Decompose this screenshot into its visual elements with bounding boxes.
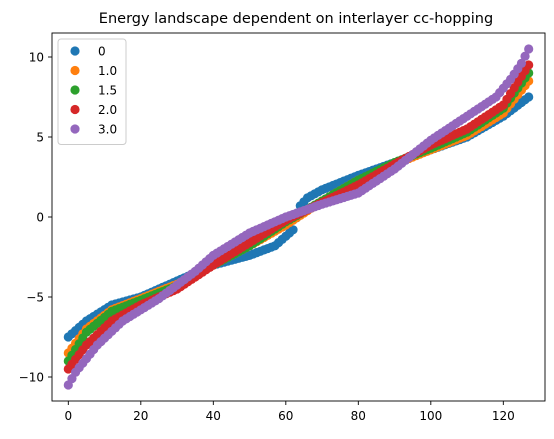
x-tick-label: 120 bbox=[492, 409, 515, 423]
y-tick-label: 5 bbox=[36, 131, 44, 145]
legend-label: 3.0 bbox=[98, 123, 117, 137]
x-tick-label: 100 bbox=[419, 409, 442, 423]
chart-title: Energy landscape dependent on interlayer… bbox=[99, 11, 493, 27]
legend-marker bbox=[70, 124, 80, 134]
legend-label: 1.5 bbox=[98, 84, 117, 98]
data-point bbox=[288, 225, 298, 235]
x-tick-label: 60 bbox=[278, 409, 293, 423]
data-point bbox=[520, 51, 530, 61]
y-tick-label: −10 bbox=[19, 371, 44, 385]
x-tick-label: 80 bbox=[351, 409, 366, 423]
data-point bbox=[524, 44, 534, 54]
y-tick-label: 10 bbox=[29, 51, 44, 65]
x-tick-label: 40 bbox=[206, 409, 221, 423]
y-tick-label: −5 bbox=[26, 291, 44, 305]
legend-label: 1.0 bbox=[98, 64, 117, 78]
x-tick-label: 20 bbox=[133, 409, 148, 423]
data-points bbox=[63, 44, 534, 390]
legend-label: 2.0 bbox=[98, 103, 117, 117]
legend-frame bbox=[57, 38, 127, 145]
legend-marker bbox=[70, 46, 80, 56]
legend-marker bbox=[70, 85, 80, 95]
data-point bbox=[524, 92, 534, 102]
data-point bbox=[524, 60, 534, 70]
legend-marker bbox=[70, 65, 80, 76]
y-axis: −10 −5 0 5 10 bbox=[19, 51, 52, 385]
legend: 0 1.0 1.5 2.0 3.0 bbox=[57, 38, 127, 145]
series-3.0 bbox=[63, 44, 534, 390]
x-axis: 0 20 40 60 80 100 120 bbox=[64, 401, 515, 423]
legend-label: 0 bbox=[98, 45, 106, 59]
x-tick-label: 0 bbox=[64, 409, 72, 423]
data-point bbox=[516, 58, 527, 68]
legend-marker bbox=[70, 104, 80, 115]
y-tick-label: 0 bbox=[36, 211, 44, 225]
